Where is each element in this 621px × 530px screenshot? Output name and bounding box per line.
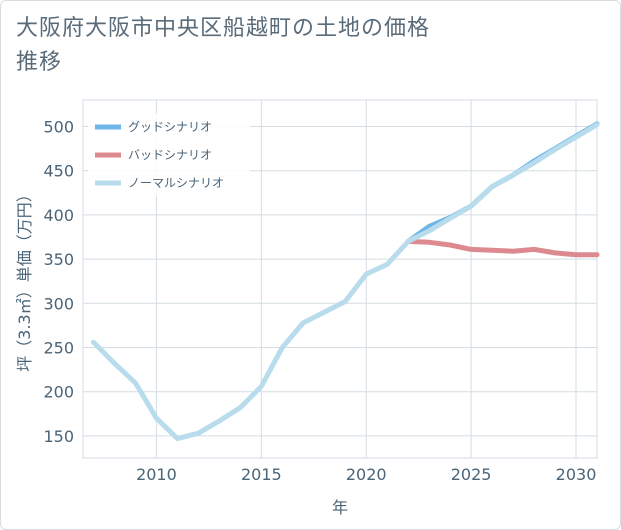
y-tick-label: 450 <box>43 162 74 181</box>
chart-title: 大阪府大阪市中央区船越町の土地の価格推移 <box>16 16 431 75</box>
legend-label-1: バッドシナリオ <box>128 148 212 162</box>
legend-label-0: グッドシナリオ <box>128 120 212 134</box>
y-tick-label: 350 <box>43 250 74 269</box>
x-tick-label: 2025 <box>451 465 492 484</box>
legend-label-2: ノーマルシナリオ <box>128 176 224 190</box>
series-lines <box>91 121 600 442</box>
x-tick-label: 2020 <box>346 465 387 484</box>
x-tick-label: 2010 <box>136 465 177 484</box>
series-line-2 <box>91 122 600 442</box>
x-tick-label: 2030 <box>556 465 597 484</box>
x-tick-labels: 2010 2015 2020 2025 2030 <box>136 465 596 484</box>
x-tick-label: 2015 <box>241 465 282 484</box>
y-tick-label: 300 <box>43 294 74 313</box>
x-axis-label: 年 <box>332 498 348 517</box>
series-line-1 <box>405 238 600 258</box>
y-tick-label: 200 <box>43 383 74 402</box>
y-axis-label: 坪（3.3㎡）単価（万円） <box>15 186 34 371</box>
y-tick-label: 400 <box>43 206 74 225</box>
y-tick-label: 150 <box>43 427 74 446</box>
y-tick-labels: 150 200 250 300 350 400 450 500 <box>43 118 74 446</box>
plot-area <box>82 99 598 459</box>
y-tick-label: 250 <box>43 339 74 358</box>
y-tick-label: 500 <box>43 118 74 137</box>
